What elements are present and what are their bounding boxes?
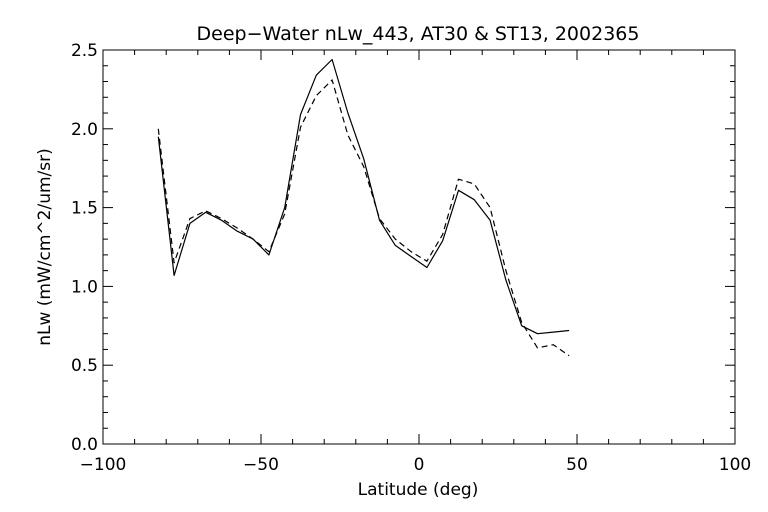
y-tick-label: 2.0	[71, 120, 98, 140]
y-tick-label: 1.5	[71, 199, 98, 219]
x-tick-label: 100	[719, 455, 751, 475]
y-tick-label: 2.5	[71, 41, 98, 61]
x-tick-label: −50	[243, 455, 279, 475]
x-tick-label: −100	[80, 455, 127, 475]
y-tick-label: 0.0	[71, 435, 98, 455]
plot-frame	[102, 49, 736, 445]
y-axis-label: nLw (mW/cm^2/um/sr)	[35, 148, 55, 346]
x-tick-label: 0	[414, 455, 425, 475]
series-layer	[157, 58, 570, 357]
x-axis-label: Latitude (deg)	[358, 480, 479, 500]
x-tick-label: 50	[566, 455, 588, 475]
chart-title: Deep−Water nLw_443, AT30 & ST13, 2002365	[197, 23, 640, 45]
y-tick-label: 1.0	[71, 277, 98, 297]
series-line-solid	[157, 58, 570, 335]
axis-ticks: −100 −50 0 50 100 0.0 0.5 1.0 1.5 2.0 2.5	[71, 41, 751, 475]
y-tick-label: 0.5	[71, 356, 98, 376]
series-line-dashed	[157, 79, 570, 357]
